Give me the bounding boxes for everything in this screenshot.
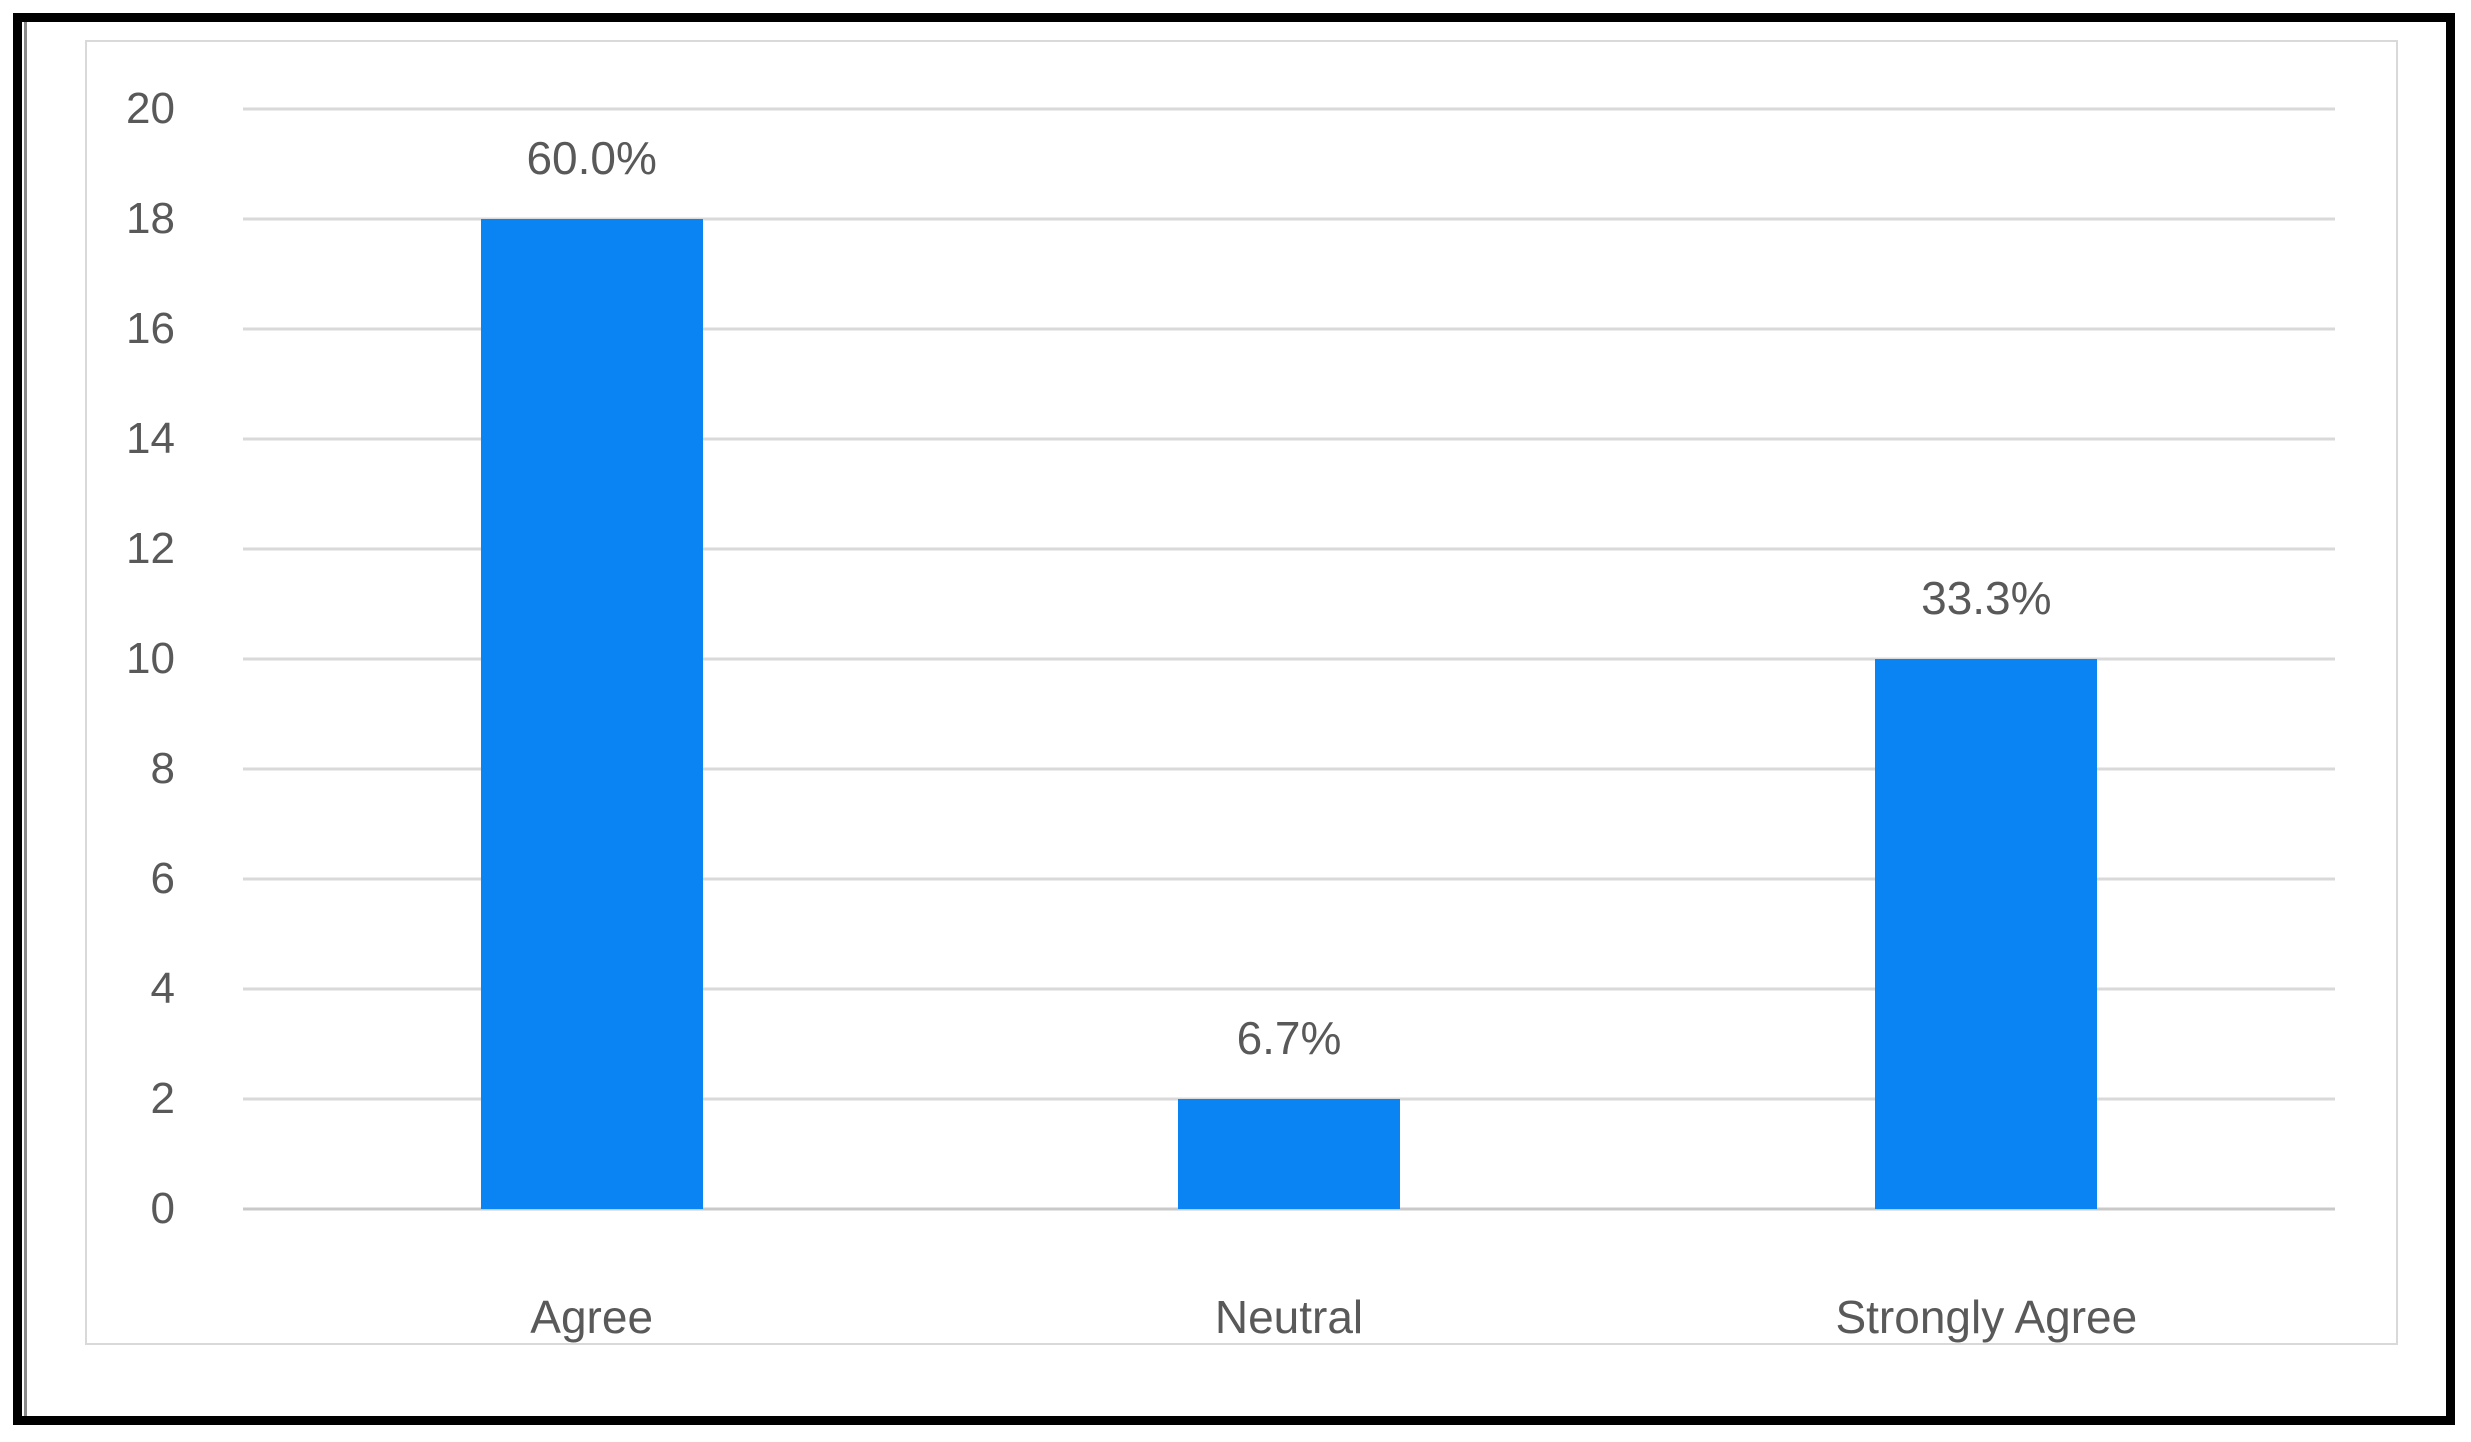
y-tick-label: 10 (126, 634, 175, 683)
bar-value-label: 60.0% (526, 132, 657, 184)
x-category-label: Neutral (1214, 1291, 1364, 1343)
y-tick-label: 12 (126, 524, 175, 573)
gridline (243, 767, 2335, 771)
gridline (243, 107, 2335, 111)
y-tick-label: 14 (126, 414, 175, 463)
y-tick-label: 0 (150, 1184, 175, 1233)
y-tick-label: 4 (150, 964, 175, 1013)
x-category-label: Strongly Agree (1835, 1291, 2138, 1343)
bar (480, 219, 703, 1209)
x-axis-category-labels: Agree Neutral Strongly Agree (243, 1287, 2335, 1357)
plot-area: 0 2 4 6 8 10 12 14 16 18 20 60.0% 6.7% 33.3% (126, 87, 2335, 1231)
gridline (243, 1207, 2335, 1211)
y-tick-label: 2 (150, 1074, 175, 1123)
y-tick-label: 8 (150, 744, 175, 793)
bar-value-label: 6.7% (1236, 1012, 1342, 1064)
left-scan-line (24, 22, 27, 1416)
gridline (243, 987, 2335, 991)
bar (1178, 1099, 1400, 1209)
bar-value-label: 33.3% (1921, 572, 2052, 624)
page-frame-border (13, 13, 2455, 1425)
x-category-label: Agree (530, 1291, 654, 1343)
gridline (243, 657, 2335, 661)
gridline (243, 547, 2335, 551)
gridline (243, 327, 2335, 331)
y-tick-label: 16 (126, 304, 175, 353)
chart-panel: 0 2 4 6 8 10 12 14 16 18 20 60.0% 6.7% 33.3% Agree Neu… (85, 40, 2398, 1345)
gridline (243, 877, 2335, 881)
gridline (243, 217, 2335, 221)
y-tick-label: 6 (150, 854, 175, 903)
y-tick-label: 18 (126, 194, 175, 243)
gridline (243, 437, 2335, 441)
bar (1875, 659, 2098, 1209)
y-tick-label: 20 (126, 84, 175, 133)
